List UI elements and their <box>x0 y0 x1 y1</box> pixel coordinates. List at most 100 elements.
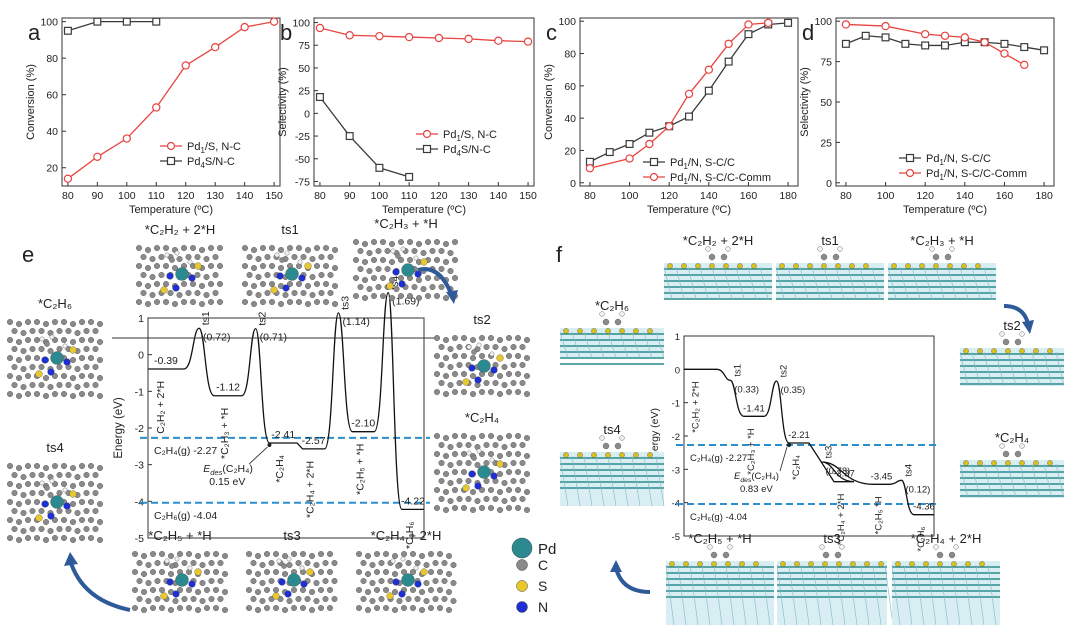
slab-hatch <box>725 564 735 626</box>
carbon-atom <box>461 389 468 396</box>
slab-hatch <box>971 463 981 499</box>
carbon-atom <box>318 587 325 594</box>
arrow-icon <box>417 267 454 297</box>
carbon-atom <box>69 537 76 544</box>
ts-name-label: ts3 <box>824 446 835 459</box>
slab-hatch <box>971 266 981 300</box>
carbon-atom <box>6 337 13 344</box>
carbon-atom <box>78 481 85 488</box>
carbon-atom <box>153 263 160 270</box>
y-axis-label: Energy (eV) <box>113 397 125 459</box>
carbon-atom <box>483 460 490 467</box>
slab-hatch <box>835 266 845 300</box>
carbon-atom <box>410 605 417 612</box>
data-point <box>585 164 595 173</box>
hydrogen-atom <box>400 246 406 252</box>
slab-sulfur <box>891 263 897 269</box>
legend-entry-0: Pd1/N, S-C/C <box>926 153 991 167</box>
legend-entry-0-main: Pd <box>926 153 939 165</box>
structure-f-5: *C₂H₄ <box>959 430 1065 499</box>
level-energy-label: -4.36 <box>913 502 935 513</box>
slab-sulfur <box>979 561 985 567</box>
carbon-atom <box>501 364 508 371</box>
carbon-atom <box>162 263 169 270</box>
structure-label: *C₂H₆ <box>38 296 72 311</box>
edes-label: Edes(C₂H₄) <box>203 463 253 477</box>
carbon-atom <box>392 571 399 578</box>
carbon-atom <box>392 553 399 560</box>
carbon-atom <box>255 256 262 263</box>
adsorbate-carbon <box>944 253 952 261</box>
data-point <box>920 29 930 39</box>
carbon-atom <box>11 328 18 335</box>
carbon-atom <box>327 569 334 576</box>
carbon-atom <box>447 462 454 469</box>
carbon-atom <box>470 435 477 442</box>
y-tick-label: -4 <box>135 496 144 508</box>
slab-hatch <box>776 564 786 626</box>
data-point <box>405 172 414 181</box>
carbon-atom <box>25 517 32 524</box>
structure-label: *C₂H₃ + *H <box>910 233 973 248</box>
slab-hatch <box>619 331 629 359</box>
carbon-atom <box>360 596 367 603</box>
structure-label: ts4 <box>46 440 63 455</box>
data-point <box>210 43 220 52</box>
y-tick-label: 20 <box>564 145 576 157</box>
slab-hatch <box>559 331 569 359</box>
carbon-atom <box>437 569 444 576</box>
carbon-atom <box>149 256 156 263</box>
carbon-atom <box>365 553 372 560</box>
carbon-atom <box>304 596 311 603</box>
carbon-atom <box>52 517 59 524</box>
adsorbate-carbon <box>395 563 401 569</box>
legend-entry-1-rest: /N, S-C/C-Comm <box>944 168 1027 180</box>
carbon-atom <box>305 283 312 290</box>
y-axis-label: Selectivity (%) <box>277 67 289 137</box>
y-tick-label: 60 <box>46 90 58 102</box>
carbon-atom <box>318 253 325 260</box>
carbon-atom <box>11 508 18 515</box>
slab-sulfur <box>563 328 569 334</box>
ts-energy-label: (0.12) <box>906 484 931 495</box>
carbon-atom <box>136 596 143 603</box>
edes-sub: des <box>210 468 222 477</box>
hydrogen-atom <box>599 311 605 317</box>
carbon-atom <box>438 442 445 449</box>
carbon-atom <box>167 290 174 297</box>
level-energy-label: -2.21 <box>788 430 810 441</box>
ts-energy-label: (1.69) <box>392 296 419 308</box>
carbon-atom <box>207 244 214 251</box>
carbon-atom <box>140 589 147 596</box>
slab-hatch <box>687 266 697 300</box>
legend-entry-0-rest: /N, S-C/C <box>944 153 991 165</box>
slab-hatch <box>983 463 993 499</box>
x-tick-label: 150 <box>265 190 283 202</box>
carbon-atom <box>260 244 267 251</box>
slab-sulfur <box>937 561 943 567</box>
carbon-atom <box>194 589 201 596</box>
carbon-atom <box>208 596 215 603</box>
carbon-atom <box>366 286 373 293</box>
legend-entry-0-main: Pd <box>187 141 200 153</box>
hydrogen-atom <box>1019 331 1025 337</box>
carbon-atom <box>207 263 214 270</box>
slab-hatch <box>959 351 969 387</box>
carbon-atom <box>362 277 369 284</box>
carbon-atom <box>78 337 85 344</box>
adsorbate-carbon <box>834 551 842 559</box>
carbon-atom <box>96 393 103 400</box>
element-swatch-n <box>516 601 528 613</box>
adsorbate-carbon <box>602 442 610 450</box>
carbon-atom <box>176 587 183 594</box>
level-energy-label: -2.41 <box>271 429 295 441</box>
palladium-atom <box>477 359 491 373</box>
carbon-atom <box>488 433 495 440</box>
y-tick-label: 1 <box>138 313 144 325</box>
carbon-atom <box>407 238 414 245</box>
carbon-atom <box>74 528 81 535</box>
structure-e-7: *C₂H₅ + *H <box>131 528 228 614</box>
slab-hatch <box>689 564 699 626</box>
carbon-atom <box>291 290 298 297</box>
carbon-atom <box>392 589 399 596</box>
